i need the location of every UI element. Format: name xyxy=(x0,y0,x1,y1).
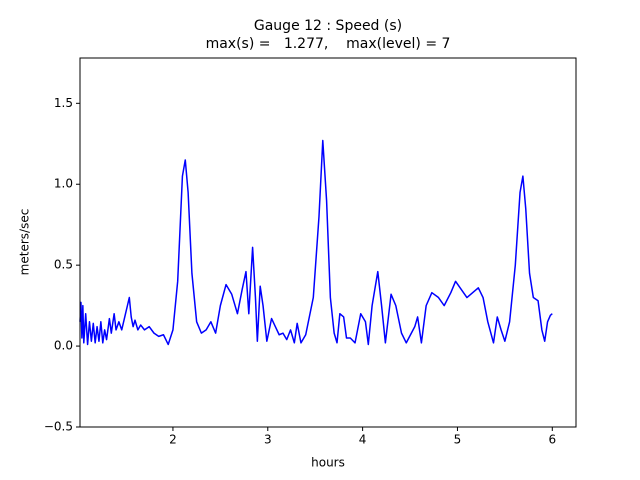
plot-frame xyxy=(79,57,577,428)
y-tick-label: 1.5 xyxy=(54,96,73,110)
x-tick-label: 4 xyxy=(359,433,367,447)
chart-subtitle: max(s) = 1.277, max(level) = 7 xyxy=(206,36,451,52)
chart-title: Gauge 12 : Speed (s) xyxy=(254,18,402,34)
x-axis-label: hours xyxy=(311,456,345,470)
x-tick-label: 2 xyxy=(169,433,177,447)
x-tick-label: 6 xyxy=(548,433,556,447)
data-line xyxy=(79,139,553,346)
y-tick-label: 1.0 xyxy=(54,177,73,191)
x-tick-label: 3 xyxy=(264,433,272,447)
y-axis-label: meters/sec xyxy=(18,209,32,276)
y-tick-label: 0.0 xyxy=(54,339,73,353)
y-tick-label: 0.5 xyxy=(54,258,73,272)
x-tick-label: 5 xyxy=(454,433,462,447)
y-tick-label: −0.5 xyxy=(44,420,73,434)
